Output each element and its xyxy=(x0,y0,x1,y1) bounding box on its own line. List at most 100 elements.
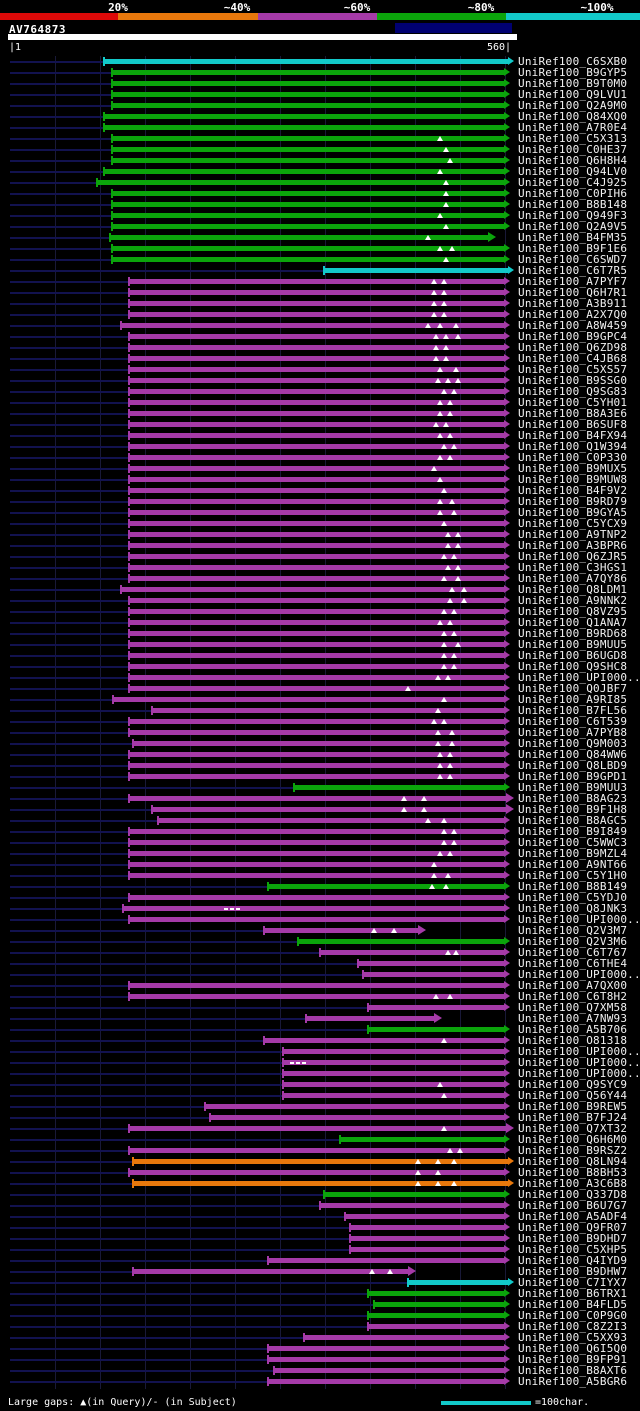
hit-label[interactable]: UniRef100_C6T539 xyxy=(518,715,628,728)
hit-label[interactable]: UniRef100_C0P9G0 xyxy=(518,1309,628,1322)
hit-label[interactable]: UniRef100_B6SUF8 xyxy=(518,418,628,431)
hit-bar[interactable] xyxy=(121,323,504,328)
hit-label[interactable]: UniRef100_C5XX93 xyxy=(518,1331,628,1344)
hit-label[interactable]: UniRef100_A7PYB8 xyxy=(518,726,628,739)
hit-bar[interactable] xyxy=(129,367,504,372)
hit-bar[interactable] xyxy=(368,1005,504,1010)
hit-bar[interactable] xyxy=(129,774,504,779)
hit-label[interactable]: UniRef100_Q8JNK3 xyxy=(518,902,628,915)
hit-bar[interactable] xyxy=(133,1159,508,1164)
hit-label[interactable]: UniRef100_B8BH53 xyxy=(518,1166,628,1179)
hit-label[interactable]: UniRef100_B9F1H8 xyxy=(518,803,628,816)
hit-label[interactable]: UniRef100_Q4IYD9 xyxy=(518,1254,628,1267)
hit-label[interactable]: UniRef100_UPI000... xyxy=(518,968,640,981)
hit-bar[interactable] xyxy=(129,433,504,438)
hit-bar[interactable] xyxy=(129,653,504,658)
hit-label[interactable]: UniRef100_Q9FR07 xyxy=(518,1221,628,1234)
hit-label[interactable]: UniRef100_B9GPC4 xyxy=(518,330,628,343)
hit-bar[interactable] xyxy=(129,796,506,801)
hit-label[interactable]: UniRef100_A3BPR6 xyxy=(518,539,628,552)
hit-bar[interactable] xyxy=(129,752,504,757)
hit-bar[interactable] xyxy=(129,521,504,526)
hit-label[interactable]: UniRef100_C6SXB0 xyxy=(518,55,628,68)
hit-label[interactable]: UniRef100_B8AGC5 xyxy=(518,814,628,827)
hit-bar[interactable] xyxy=(129,642,504,647)
hit-label[interactable]: UniRef100_UPI000.. xyxy=(518,1045,640,1058)
hit-bar[interactable] xyxy=(129,334,504,339)
hit-label[interactable]: UniRef100_C5YH01 xyxy=(518,396,628,409)
hit-bar[interactable] xyxy=(129,873,504,878)
hit-label[interactable]: UniRef100_Q0JBF7 xyxy=(518,682,628,695)
hit-bar[interactable] xyxy=(129,543,504,548)
hit-bar[interactable] xyxy=(112,202,504,207)
hit-bar[interactable] xyxy=(129,378,504,383)
hit-label[interactable]: UniRef100_B9REW5 xyxy=(518,1100,628,1113)
hit-bar[interactable] xyxy=(264,928,418,933)
hit-label[interactable]: UniRef100_B4F9V2 xyxy=(518,484,628,497)
hit-bar[interactable] xyxy=(129,466,504,471)
hit-label[interactable]: UniRef100_C6T767 xyxy=(518,946,628,959)
hit-bar[interactable] xyxy=(268,1379,504,1384)
hit-bar[interactable] xyxy=(129,862,504,867)
hit-bar[interactable] xyxy=(320,1203,504,1208)
hit-bar[interactable] xyxy=(152,807,506,812)
hit-label[interactable]: UniRef100_B7FJ24 xyxy=(518,1111,628,1124)
hit-bar[interactable] xyxy=(324,1192,504,1197)
hit-label[interactable]: UniRef100_Q2A9M0 xyxy=(518,99,628,112)
hit-bar[interactable] xyxy=(104,169,504,174)
hit-bar[interactable] xyxy=(283,1071,504,1076)
hit-label[interactable]: UniRef100_Q9SHC8 xyxy=(518,660,628,673)
hit-label[interactable]: UniRef100_C5YCX9 xyxy=(518,517,628,530)
hit-label[interactable]: UniRef100_A7QX00 xyxy=(518,979,628,992)
hit-bar[interactable] xyxy=(112,191,504,196)
hit-label[interactable]: UniRef100_Q6I5Q0 xyxy=(518,1342,628,1355)
hit-label[interactable]: UniRef100_Q8VZ95 xyxy=(518,605,628,618)
hit-bar[interactable] xyxy=(133,1181,508,1186)
hit-label[interactable]: UniRef100_Q9LVU1 xyxy=(518,88,628,101)
hit-bar[interactable] xyxy=(264,1038,504,1043)
hit-label[interactable]: UniRef100_Q8LDM1 xyxy=(518,583,628,596)
hit-bar[interactable] xyxy=(112,136,504,141)
hit-bar[interactable] xyxy=(112,147,504,152)
hit-bar[interactable] xyxy=(129,411,504,416)
hit-bar[interactable] xyxy=(110,235,488,240)
hit-label[interactable]: UniRef100_C0HE37 xyxy=(518,143,628,156)
hit-bar[interactable] xyxy=(123,906,504,911)
hit-bar[interactable] xyxy=(368,1324,504,1329)
hit-bar[interactable] xyxy=(306,1016,434,1021)
hit-label[interactable]: UniRef100_B9GYP5 xyxy=(518,66,628,79)
hit-bar[interactable] xyxy=(129,719,504,724)
hit-label[interactable]: UniRef100_C0PIH6 xyxy=(518,187,628,200)
hit-bar[interactable] xyxy=(268,884,504,889)
hit-bar[interactable] xyxy=(133,1269,408,1274)
hit-bar[interactable] xyxy=(112,158,504,163)
hit-bar[interactable] xyxy=(283,1049,504,1054)
hit-bar[interactable] xyxy=(129,620,504,625)
hit-label[interactable]: UniRef100_Q84XQ0 xyxy=(518,110,628,123)
hit-bar[interactable] xyxy=(129,422,504,427)
hit-bar[interactable] xyxy=(112,92,504,97)
hit-label[interactable]: UniRef100_C8Z2I3 xyxy=(518,1320,628,1333)
hit-label[interactable]: UniRef100_A9NT66 xyxy=(518,858,628,871)
hit-label[interactable]: UniRef100_Q1W394 xyxy=(518,440,628,453)
hit-label[interactable]: UniRef100_Q1ANA7 xyxy=(518,616,628,629)
hit-label[interactable]: UniRef100_B9GPD1 xyxy=(518,770,628,783)
hit-label[interactable]: UniRef100_Q2V3M6 xyxy=(518,935,628,948)
hit-bar[interactable] xyxy=(129,576,504,581)
hit-label[interactable]: UniRef100_B9DHW7 xyxy=(518,1265,628,1278)
hit-bar[interactable] xyxy=(104,125,504,130)
hit-bar[interactable] xyxy=(268,1346,504,1351)
hit-bar[interactable] xyxy=(129,895,504,900)
hit-label[interactable]: UniRef100_C5XHP5 xyxy=(518,1243,628,1256)
hit-bar[interactable] xyxy=(358,961,504,966)
hit-label[interactable]: UniRef100_Q7XT32 xyxy=(518,1122,628,1135)
hit-bar[interactable] xyxy=(268,1258,504,1263)
hit-bar[interactable] xyxy=(368,1027,504,1032)
hit-bar[interactable] xyxy=(129,664,504,669)
hit-bar[interactable] xyxy=(374,1302,504,1307)
hit-bar[interactable] xyxy=(112,70,504,75)
hit-bar[interactable] xyxy=(129,598,504,603)
hit-label[interactable]: UniRef100_B9MUW8 xyxy=(518,473,628,486)
hit-bar[interactable] xyxy=(129,400,504,405)
hit-label[interactable]: UniRef100_UPI000.. xyxy=(518,1056,640,1069)
